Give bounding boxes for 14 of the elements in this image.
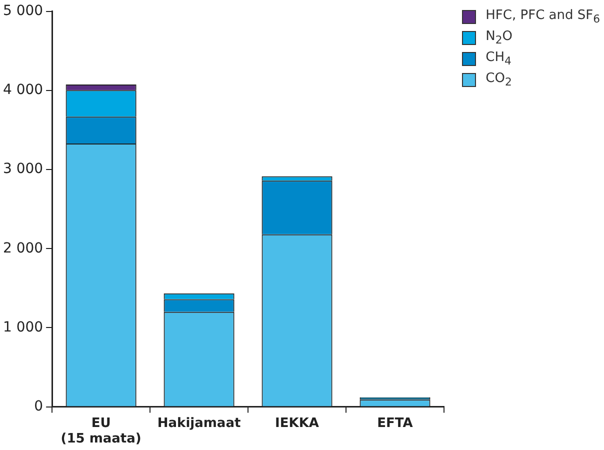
y-tick-label: 5 000 (2, 3, 44, 20)
legend-label: CH$_{4}$ (486, 50, 512, 68)
x-tick-label: EU (15 maata) (60, 416, 142, 447)
legend-label: HFC, PFC and SF$_{6}$ (486, 8, 600, 26)
y-tick-label: 1 000 (2, 319, 44, 336)
y-tick-label: 4 000 (2, 82, 44, 98)
legend-label: CO$_{2}$ (486, 70, 512, 88)
y-tick-label: 3 000 (2, 161, 44, 178)
y-tick-label: 2 000 (2, 240, 44, 256)
x-tick-label: Hakijamaat (157, 416, 241, 431)
y-tick-label: 0 (34, 398, 44, 414)
legend-label: N$_{2}$O (486, 28, 513, 46)
x-tick-label: EFTA (377, 416, 413, 431)
x-tick-label: IEKKA (275, 416, 319, 431)
